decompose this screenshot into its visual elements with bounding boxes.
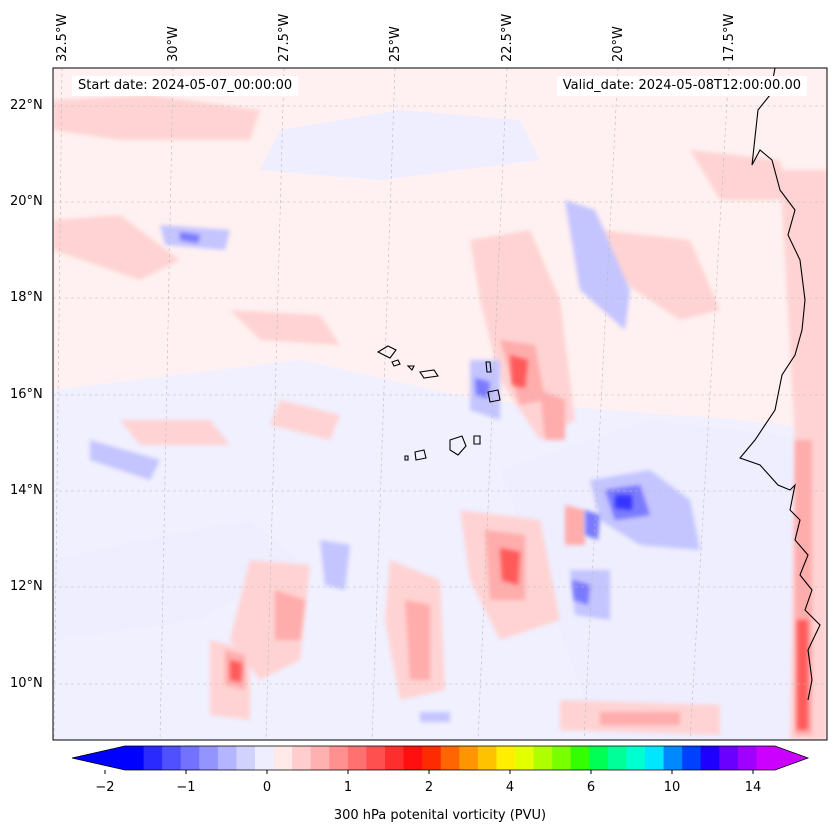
lon-label: 17.5°W [722,13,737,62]
lat-label: 12°N [10,579,43,594]
colorbar-swatch [255,746,275,770]
valid-date-label: Valid_date: 2024-05-08T12:00:00.00 [556,76,807,96]
colorbar-tick: 2 [424,780,434,795]
colorbar-swatch [515,746,535,770]
colorbar-swatch [440,746,460,770]
colorbar-swatch [682,746,702,770]
colorbar-extend-high [775,746,808,770]
colorbar-tick: 4 [505,780,515,795]
colorbar-swatch [236,746,256,770]
colorbar-swatch [719,746,739,770]
colorbar-swatch [199,746,219,770]
colorbar-swatch [403,746,423,770]
colorbar-swatch [217,746,237,770]
colorbar-outline [71,745,810,771]
lon-label: 20°W [611,26,626,62]
colorbar-swatch [292,746,312,770]
gridlines [53,68,827,740]
colorbar-swatch [162,746,182,770]
colorbar-swatch [366,746,386,770]
colorbar-tick: 1 [343,780,353,795]
lon-label: 22.5°W [500,13,515,62]
lat-label: 22°N [10,98,43,113]
lon-label: 25°W [388,26,403,62]
colorbar-swatch [756,746,776,770]
lat-label: 18°N [10,290,43,305]
colorbar-swatch [607,746,627,770]
colorbar-swatch [663,746,683,770]
colorbar-tick: 0 [262,780,272,795]
colorbar-swatch [180,746,200,770]
colorbar-swatch [645,746,665,770]
colorbar-tick: 14 [744,780,762,795]
lat-label: 20°N [10,194,43,209]
colorbar-label: 300 hPa potenital vorticity (PVU) [333,808,547,823]
colorbar-swatch [459,746,479,770]
colorbar-swatch [496,746,516,770]
colorbar-swatch [477,746,497,770]
colorbar-swatch [589,746,609,770]
colorbar-tick: 10 [663,780,681,795]
colorbar-tick: −2 [95,780,115,795]
lat-label: 16°N [10,387,43,402]
lat-label: 14°N [10,483,43,498]
colorbar-swatch [273,746,293,770]
colorbar-swatch [385,746,405,770]
lon-label: 32.5°W [55,13,70,62]
colorbar-swatch [329,746,349,770]
start-date-label: Start date: 2024-05-07_00:00:00 [72,76,299,96]
colorbar-swatch [347,746,367,770]
colorbar-swatch [626,746,646,770]
colorbar-swatch [737,746,757,770]
colorbar-swatch [125,746,145,770]
colorbar-swatch [310,746,330,770]
lon-label: 27.5°W [277,13,292,62]
lat-label: 10°N [10,676,43,691]
colorbar-extend-low [72,746,125,770]
lon-label: 30°W [166,26,181,62]
pv-field [53,68,827,740]
colorbar-swatch [422,746,442,770]
colorbar-tick: 6 [586,780,596,795]
colorbar-swatch [552,746,572,770]
colorbar-swatch [533,746,553,770]
colorbar-swatch [570,746,590,770]
colorbar-tick: −1 [176,780,196,795]
colorbar [71,745,810,774]
coastline [376,68,821,701]
colorbar-swatch [143,746,163,770]
colorbar-swatch [700,746,720,770]
map-frame [52,67,828,741]
